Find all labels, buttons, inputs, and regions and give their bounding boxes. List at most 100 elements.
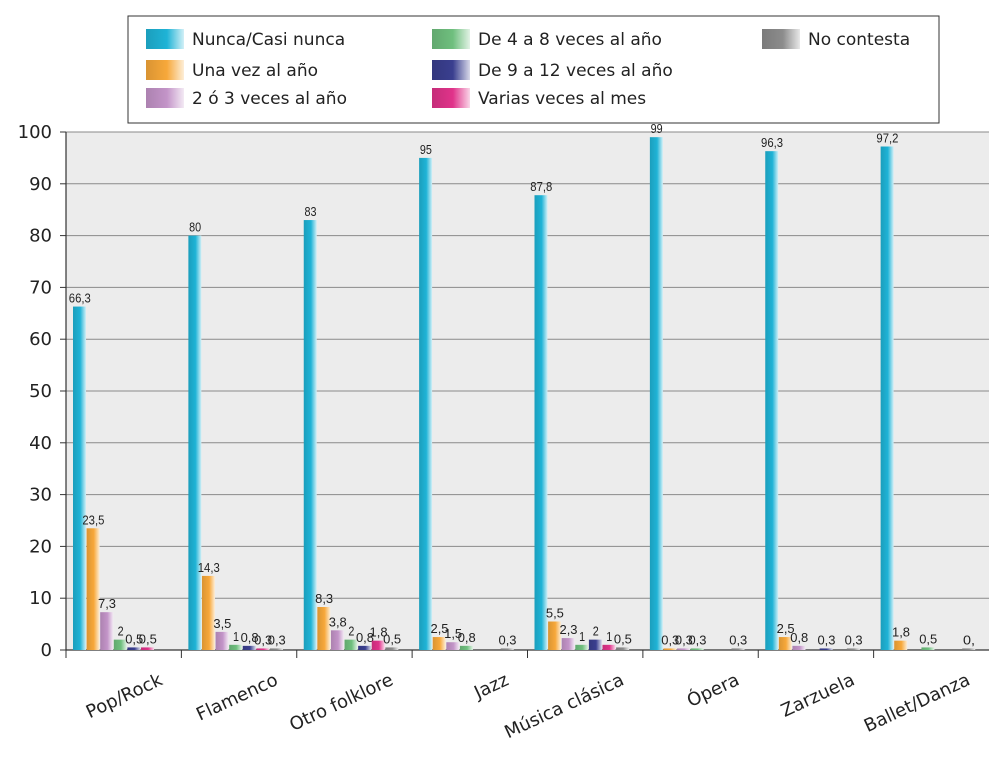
data-label: 0,3 bbox=[675, 632, 693, 647]
bar bbox=[765, 151, 779, 650]
bar bbox=[73, 306, 86, 650]
bar bbox=[358, 645, 372, 650]
bar bbox=[602, 644, 616, 650]
y-tick-label: 10 bbox=[29, 588, 52, 609]
bar bbox=[201, 575, 215, 650]
data-label: 99 bbox=[651, 121, 663, 136]
data-label: 0,8 bbox=[241, 630, 259, 645]
data-label: 1,8 bbox=[892, 625, 910, 640]
x-tick-label: Música clásica bbox=[501, 669, 627, 743]
data-label: 1,8 bbox=[370, 625, 388, 640]
data-label: 5,5 bbox=[546, 606, 564, 621]
bar bbox=[459, 645, 473, 650]
bar bbox=[880, 146, 894, 650]
y-tick-label: 100 bbox=[18, 122, 52, 143]
y-tick-label: 30 bbox=[29, 485, 52, 506]
data-label: 0,3 bbox=[845, 632, 863, 647]
bar bbox=[86, 528, 100, 650]
bar bbox=[616, 647, 630, 650]
bar bbox=[229, 644, 243, 650]
y-tick-label: 0 bbox=[41, 640, 52, 661]
bar bbox=[419, 157, 433, 650]
data-label: 97,2 bbox=[876, 131, 898, 146]
data-label: 0,8 bbox=[356, 630, 374, 645]
bar bbox=[371, 640, 385, 650]
bar bbox=[663, 648, 677, 650]
data-label: 14,3 bbox=[198, 560, 220, 575]
legend-label: Nunca/Casi nunca bbox=[192, 30, 345, 50]
x-tick-label: Ópera bbox=[683, 669, 742, 712]
bar bbox=[819, 648, 833, 650]
x-tick-label: Zarzuela bbox=[778, 669, 858, 721]
data-label: 0,3 bbox=[688, 632, 706, 647]
bar bbox=[921, 647, 935, 650]
bar bbox=[344, 639, 358, 650]
bar bbox=[188, 235, 202, 650]
bar bbox=[385, 647, 399, 650]
data-label: 87,8 bbox=[530, 179, 552, 194]
legend-label: De 9 a 12 veces al año bbox=[478, 61, 673, 81]
data-label: 0,5 bbox=[919, 631, 937, 646]
bar bbox=[317, 607, 331, 650]
bar bbox=[588, 639, 602, 650]
bar bbox=[242, 645, 256, 650]
legend-label: Una vez al año bbox=[192, 61, 318, 81]
data-label: 0,5 bbox=[139, 631, 157, 646]
data-label: 3,5 bbox=[213, 616, 231, 631]
data-label: 0,8 bbox=[790, 630, 808, 645]
data-label: 1 bbox=[233, 629, 239, 644]
bar bbox=[846, 648, 860, 650]
legend-swatch bbox=[146, 29, 184, 49]
x-tick-label: Otro folklore bbox=[286, 669, 396, 735]
data-label: 3,8 bbox=[329, 614, 347, 629]
data-label: 2,3 bbox=[560, 622, 578, 637]
x-tick-label: Flamenco bbox=[193, 669, 281, 725]
bar bbox=[649, 137, 663, 650]
legend-swatch bbox=[146, 60, 184, 80]
data-label: 0, bbox=[963, 632, 975, 647]
bar bbox=[894, 640, 908, 650]
legend-swatch bbox=[762, 29, 800, 49]
bar bbox=[303, 220, 317, 650]
bar bbox=[432, 637, 446, 650]
data-label: 2 bbox=[348, 624, 354, 639]
legend-label: No contesta bbox=[808, 30, 910, 50]
data-label: 23,5 bbox=[82, 512, 104, 527]
legend-swatch bbox=[432, 29, 470, 49]
y-tick-label: 40 bbox=[29, 433, 52, 454]
bar bbox=[330, 630, 344, 650]
bar bbox=[778, 637, 792, 650]
legend-swatch bbox=[432, 88, 470, 108]
data-label: 1 bbox=[579, 629, 585, 644]
bar bbox=[534, 195, 548, 651]
data-label: 66,3 bbox=[69, 291, 91, 306]
data-label: 0,5 bbox=[614, 631, 632, 646]
x-tick-label: Jazz bbox=[470, 669, 512, 703]
bar bbox=[100, 612, 114, 650]
bar bbox=[127, 647, 141, 650]
bar bbox=[446, 642, 460, 650]
legend-label: 2 ó 3 veces al año bbox=[192, 89, 347, 109]
data-label: 83 bbox=[305, 204, 317, 219]
bar bbox=[548, 621, 562, 650]
data-label: 1,5 bbox=[444, 626, 462, 641]
legend-swatch bbox=[146, 88, 184, 108]
data-label: 2 bbox=[593, 624, 599, 639]
bar bbox=[141, 647, 154, 650]
legend-swatch bbox=[432, 60, 470, 80]
data-label: 0,5 bbox=[383, 631, 401, 646]
data-label: 8,3 bbox=[315, 591, 333, 606]
legend-box bbox=[127, 15, 940, 124]
data-label: 0,3 bbox=[499, 632, 517, 647]
y-tick-label: 60 bbox=[29, 329, 52, 350]
data-label: 0,3 bbox=[268, 632, 286, 647]
data-label: 96,3 bbox=[761, 135, 783, 150]
legend-label: De 4 a 8 veces al año bbox=[478, 30, 662, 50]
bar bbox=[500, 648, 514, 650]
bar bbox=[677, 648, 691, 650]
bar bbox=[113, 639, 127, 650]
bar bbox=[962, 648, 976, 650]
data-label: 80 bbox=[189, 220, 201, 235]
data-label: 0,8 bbox=[458, 630, 476, 645]
